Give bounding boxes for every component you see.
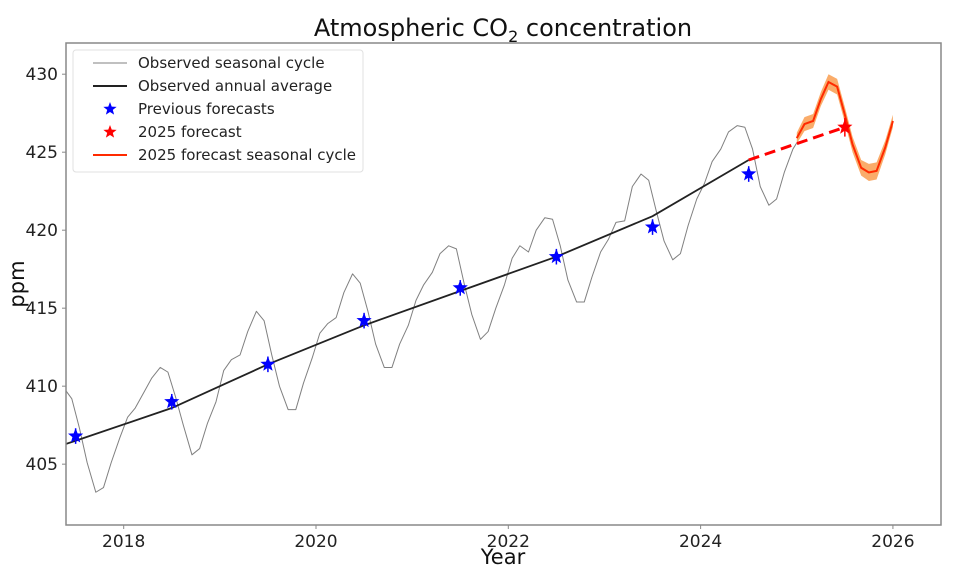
chart-title: Atmospheric CO2 concentration — [314, 14, 692, 46]
previous-forecast-star — [164, 393, 180, 409]
title-subscript: 2 — [508, 27, 518, 46]
forecast-seasonal-cycle-line — [795, 80, 894, 174]
legend-label: Observed annual average — [138, 77, 332, 95]
x-tick-label: 2026 — [871, 532, 914, 552]
plot-area — [66, 74, 894, 493]
previous-forecast-star — [741, 166, 757, 181]
x-tick-label: 2018 — [102, 532, 145, 552]
legend-label: Observed seasonal cycle — [138, 54, 325, 72]
plot-frame — [65, 42, 942, 526]
x-axis-label: Year — [480, 545, 526, 569]
previous-forecast-star — [68, 428, 84, 443]
y-tick-label: 405 — [26, 455, 58, 475]
x-tick-label: 2024 — [679, 532, 722, 552]
previous-forecast-star — [452, 279, 468, 295]
legend-label: 2025 forecast — [138, 123, 242, 141]
legend-item: Observed annual average — [93, 77, 332, 95]
series-group — [66, 74, 894, 493]
legend-item: 2025 forecast seasonal cycle — [93, 146, 356, 164]
legend-item: 2025 forecast — [103, 123, 242, 141]
y-tick-label: 420 — [26, 221, 58, 241]
observed-seasonal-cycle-line — [66, 125, 798, 493]
legend: Observed seasonal cycle Observed annual a… — [72, 49, 364, 173]
previous-forecast-star — [548, 248, 564, 264]
legend-label: Previous forecasts — [138, 100, 275, 118]
x-tick-label: 2022 — [487, 532, 530, 552]
legend-star-icon — [103, 102, 117, 115]
y-tick-label: 415 — [26, 299, 58, 319]
y-tick-label: 425 — [26, 143, 58, 163]
previous-forecast-star — [356, 312, 372, 328]
legend-star-icon — [103, 125, 117, 138]
forecast-2025-star — [837, 119, 853, 134]
axes: 2018 2020 2022 2024 2026 405 410 415 420 425 430 — [26, 42, 942, 552]
y-axis-label: ppm — [5, 260, 29, 307]
legend-box — [72, 49, 364, 173]
y-tick-label: 410 — [26, 377, 58, 397]
legend-item: Previous forecasts — [103, 100, 275, 118]
legend-item: Observed seasonal cycle — [93, 54, 325, 72]
y-tick-label: 430 — [26, 65, 58, 85]
previous-forecast-star — [260, 356, 276, 371]
legend-label: 2025 forecast seasonal cycle — [138, 146, 356, 164]
previous-forecast-star — [644, 219, 661, 234]
x-tick-label: 2020 — [294, 532, 337, 552]
